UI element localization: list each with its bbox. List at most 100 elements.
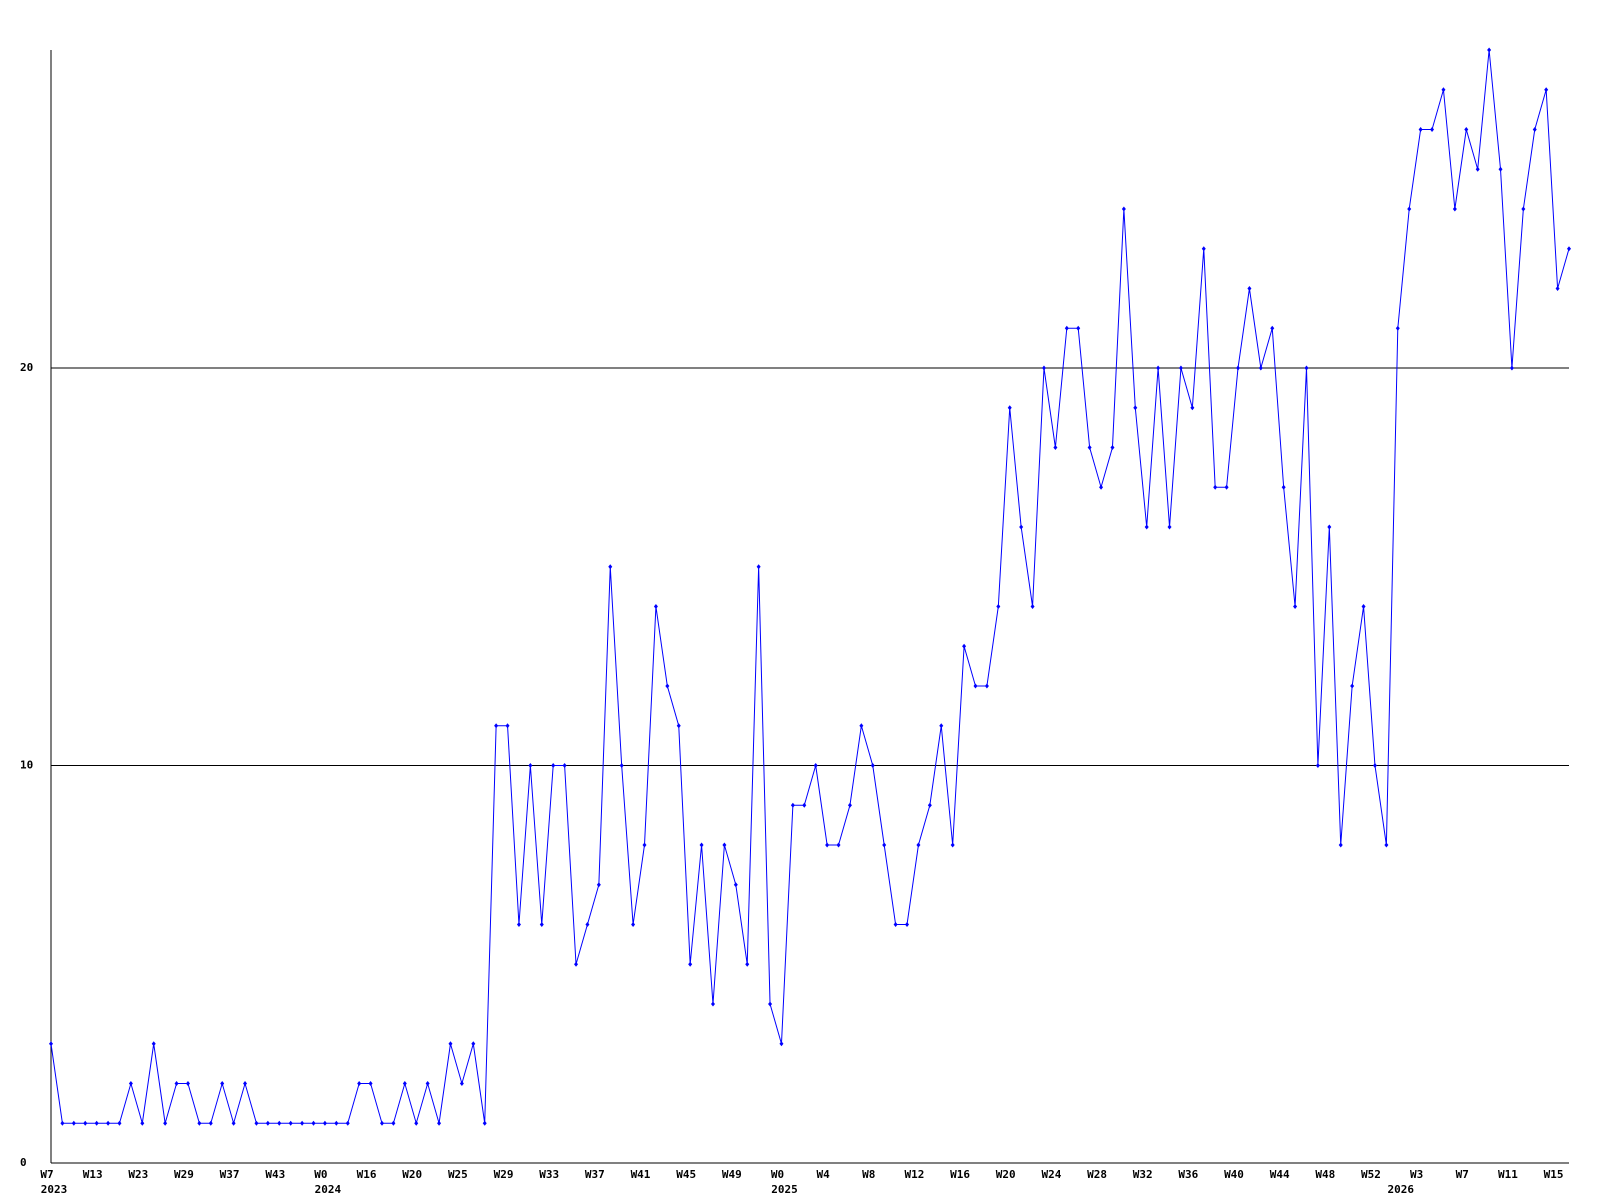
data-point [1099,484,1104,490]
data-line [50,49,1570,1126]
data-point [1041,365,1046,371]
x-tick-label: W8 [862,1168,875,1181]
data-point [1167,524,1172,530]
x-tick-label: W11 [1498,1168,1518,1181]
x-tick-label: W16 [357,1168,377,1181]
data-point [1293,604,1298,609]
data-point [94,1120,99,1126]
data-point [676,723,681,729]
x-tick-label: W12 [904,1168,924,1181]
data-point [60,1120,65,1126]
data-point [1304,365,1309,371]
data-point [1030,604,1035,609]
data-point [140,1120,145,1126]
data-point [1133,405,1138,411]
data-point [859,723,864,729]
data-point [174,1081,179,1086]
data-point [642,842,647,848]
data-point [1201,246,1206,252]
data-point [768,1001,773,1007]
data-point [1236,365,1241,371]
data-point [608,564,613,570]
data-point [585,922,590,927]
x-year-label: 2026 [1388,1183,1415,1196]
data-point [505,723,510,729]
data-point [334,1120,339,1126]
x-tick-label: W7 [1456,1168,1469,1181]
data-point [1121,206,1126,212]
data-point [265,1120,270,1126]
data-point [688,961,693,967]
data-point [596,882,601,888]
data-point [448,1041,453,1047]
data-point [1213,484,1218,490]
data-point [1327,524,1332,530]
data-point [1521,206,1526,212]
data-point [882,842,887,848]
x-tick-label: W0 [771,1168,784,1181]
data-point [254,1120,259,1126]
data-point [893,922,898,927]
x-year-label: 2023 [41,1183,68,1196]
data-point [756,564,761,570]
data-point [49,1041,53,1047]
data-point [619,763,624,768]
data-point [733,882,738,888]
data-point [665,683,670,689]
data-point [322,1120,327,1126]
data-point [1076,325,1081,331]
x-tick-label: W7 [40,1168,53,1181]
x-tick-label: W15 [1544,1168,1564,1181]
data-point [402,1081,407,1086]
data-point [1418,127,1423,132]
data-point [1555,286,1560,291]
data-point [1338,842,1343,848]
data-point [1019,524,1024,530]
data-point [710,1001,715,1007]
data-point [151,1041,156,1047]
data-point [277,1120,282,1126]
data-point [391,1120,396,1126]
data-point [631,922,636,927]
data-point [128,1081,133,1086]
data-point [1247,286,1252,291]
data-point [71,1120,76,1126]
data-point [197,1120,202,1126]
data-point [494,723,499,729]
data-point [185,1081,190,1086]
data-point [1258,365,1263,371]
data-point [1487,47,1492,53]
x-tick-label: W28 [1087,1168,1107,1181]
data-point [1156,365,1161,371]
x-tick-label: W45 [676,1168,696,1181]
data-point [1270,325,1275,331]
x-tick-label: W52 [1361,1168,1381,1181]
data-point [973,683,978,689]
data-point [368,1081,373,1086]
data-point [106,1120,111,1126]
data-point [1372,763,1377,768]
data-point [220,1081,225,1086]
x-tick-label: W29 [494,1168,514,1181]
data-point [379,1120,384,1126]
data-point [927,802,932,808]
data-point [1144,524,1149,530]
y-tick-label: 10 [20,759,33,772]
data-point [414,1120,419,1126]
x-tick-label: W23 [128,1168,148,1181]
data-point [950,842,955,848]
data-point [1178,365,1183,371]
x-year-label: 2025 [771,1183,798,1196]
data-point [939,723,944,729]
x-tick-label: W13 [83,1168,103,1181]
y-tick-label: 0 [20,1156,27,1169]
data-point [1110,445,1115,450]
data-point [1475,166,1480,172]
data-point [528,763,533,768]
x-tick-label: W4 [816,1168,830,1181]
x-tick-label: W29 [174,1168,194,1181]
data-point [539,922,544,927]
data-point [825,842,830,848]
data-point [699,842,704,848]
